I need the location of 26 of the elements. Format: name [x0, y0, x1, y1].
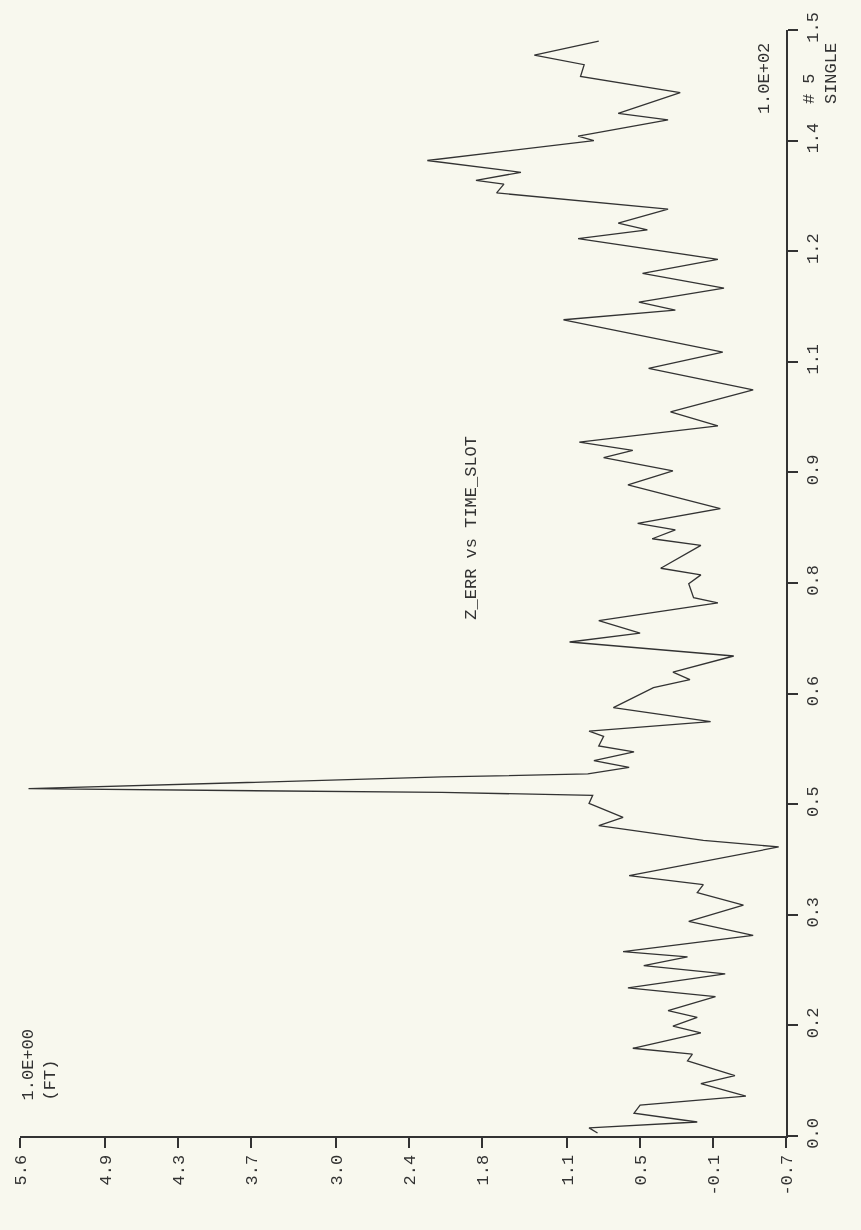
y-tick-label: 0.9	[804, 454, 824, 486]
x-tick-label: 0.5	[631, 1154, 651, 1186]
text: Z_ERR vs TIME_SLOT	[462, 436, 482, 620]
x-tick-label: 1.1	[558, 1154, 578, 1186]
y-tick-label: 0.5	[804, 786, 824, 817]
x-tick-label: 2.4	[400, 1154, 420, 1186]
y-tick-label: 1.1	[804, 343, 824, 375]
y-tick-label: 0.6	[804, 675, 824, 707]
x-tick-label: -0.1	[704, 1154, 724, 1196]
x-tick-label: -0.7	[777, 1154, 797, 1196]
x-tick-label: 3.7	[242, 1154, 262, 1186]
y-tick-label: 1.2	[804, 233, 824, 264]
y-axis-title: 1.0E+02	[754, 42, 774, 115]
y-tick-label: 1.4	[804, 122, 824, 154]
y-tick-label: 0.3	[804, 896, 824, 928]
x-tick-label: 4.3	[169, 1154, 189, 1186]
y-tick-label: 0.2	[804, 1007, 824, 1039]
x-tick-label: 4.9	[96, 1154, 116, 1186]
y-tick-label: 1.5	[804, 12, 824, 43]
annotation: 1.0E+00 (FT)	[18, 1029, 60, 1101]
x-tick-label: 5.6	[11, 1154, 31, 1186]
y-tick-label: 0.0	[804, 1118, 824, 1149]
x-tick-label: 3.0	[327, 1154, 347, 1186]
text: # 5 SINGLE	[799, 42, 842, 105]
y-tick-label: 0.8	[804, 565, 824, 596]
x-tick-label: 1.8	[473, 1154, 493, 1186]
